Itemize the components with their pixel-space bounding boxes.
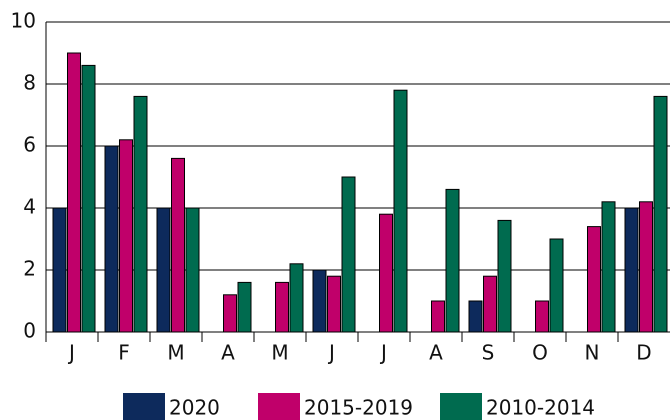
x-tick-label: A	[429, 341, 443, 365]
bar	[549, 238, 564, 333]
x-tick-label: O	[532, 341, 548, 365]
bar	[327, 275, 341, 333]
bar	[104, 145, 119, 333]
legend-swatch	[123, 393, 165, 420]
bar	[601, 201, 616, 333]
bar	[52, 207, 67, 333]
bar	[312, 269, 327, 333]
bar	[275, 281, 289, 333]
x-tick-label: S	[482, 341, 495, 365]
x-tick-label: D	[636, 341, 651, 365]
bar	[587, 226, 601, 333]
y-tick-label: 4	[23, 195, 36, 219]
bar	[468, 300, 483, 333]
bar	[653, 95, 668, 333]
bar	[497, 219, 512, 333]
bar	[119, 139, 133, 333]
bar	[535, 300, 549, 333]
bar	[483, 275, 497, 333]
legend-swatch	[258, 393, 300, 420]
bar	[341, 176, 356, 333]
bar	[445, 188, 460, 333]
x-tick-label: J	[67, 341, 75, 365]
bar	[185, 207, 200, 333]
x-tick-label: A	[221, 341, 235, 365]
bar	[67, 52, 81, 333]
legend-label: 2020	[169, 396, 220, 420]
y-tick-label: 10	[11, 9, 36, 33]
x-tick-label: M	[167, 341, 184, 365]
x-tick-label: J	[327, 341, 335, 365]
legend-swatch	[440, 393, 482, 420]
x-tick-label: F	[118, 341, 130, 365]
bar	[393, 89, 408, 333]
bar	[133, 95, 148, 333]
bar	[81, 64, 96, 333]
legend-label: 2010-2014	[486, 396, 595, 420]
y-tick-label: 8	[23, 71, 36, 95]
legend-label: 2015-2019	[304, 396, 413, 420]
bar	[171, 157, 185, 333]
x-tick-label: J	[379, 341, 387, 365]
y-tick-label: 0	[23, 319, 36, 343]
bar	[237, 281, 252, 333]
bar	[639, 201, 653, 333]
bar	[624, 207, 639, 333]
x-tick-label: M	[271, 341, 288, 365]
y-tick-label: 6	[23, 133, 36, 157]
y-tick-label: 2	[23, 257, 36, 281]
bar	[223, 294, 237, 333]
bar	[156, 207, 171, 333]
bar	[379, 213, 393, 333]
x-tick-label: N	[585, 341, 600, 365]
bar	[289, 263, 304, 333]
bar	[431, 300, 445, 333]
